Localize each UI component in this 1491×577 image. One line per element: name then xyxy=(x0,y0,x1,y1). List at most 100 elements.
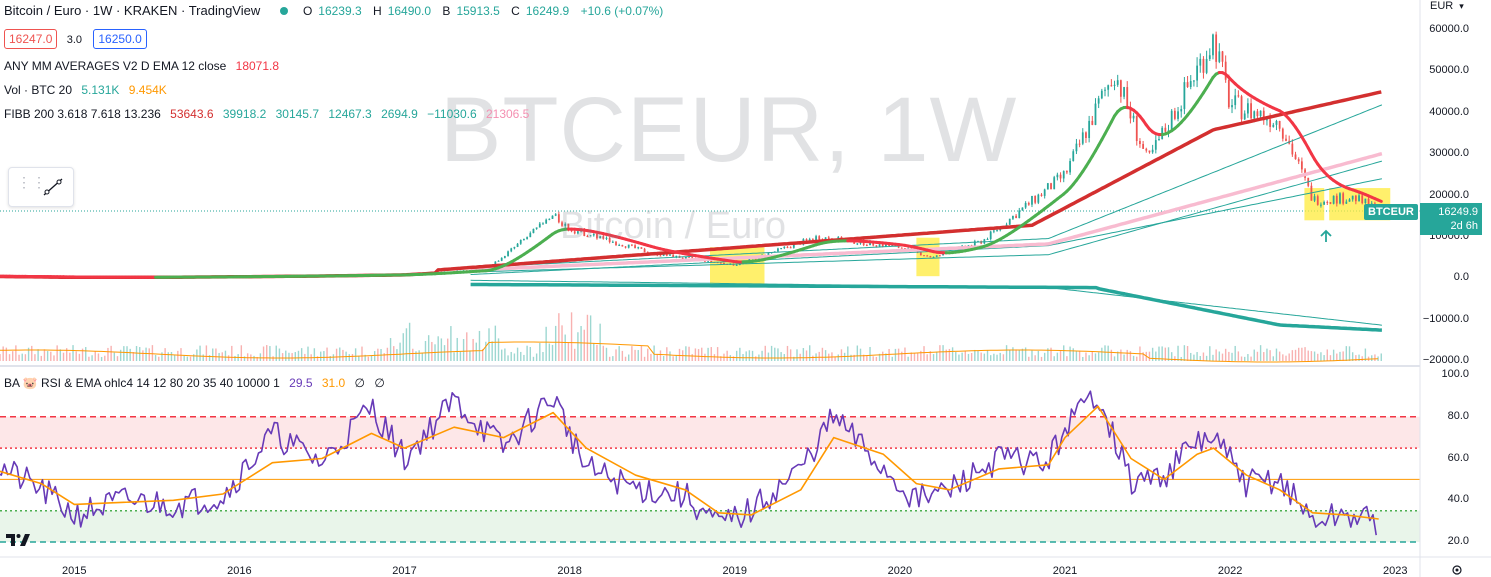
tradingview-logo-icon[interactable] xyxy=(6,532,30,548)
candle-body xyxy=(1342,193,1345,204)
rsi-legend[interactable]: BA 🐷 RSI & EMA ohlc4 14 12 80 20 35 40 1… xyxy=(4,375,391,391)
candle-body xyxy=(618,245,621,247)
volume-bar xyxy=(1050,347,1052,361)
candle-body xyxy=(1335,195,1338,204)
buy-button[interactable]: 16250.0 xyxy=(93,29,147,49)
settings-gear-icon[interactable] xyxy=(1450,563,1464,577)
volume-bar xyxy=(989,355,992,361)
volume-bar xyxy=(481,349,484,361)
drag-handle-icon[interactable]: ⋮⋮ xyxy=(17,174,47,190)
volume-bar xyxy=(1253,349,1255,361)
volume-bar xyxy=(675,355,678,361)
candle-body xyxy=(1132,115,1135,119)
volume-bar xyxy=(21,353,23,361)
candle-body xyxy=(596,233,598,239)
time-tick-label: 2018 xyxy=(557,565,582,577)
volume-bar xyxy=(885,353,887,361)
volume-bar xyxy=(936,351,938,361)
currency-selector[interactable]: EUR ▾ xyxy=(1430,0,1464,12)
candle-body xyxy=(1259,110,1262,117)
volume-bar xyxy=(466,332,468,361)
volume-bar xyxy=(1177,345,1179,361)
price-tick-label: 20000.0 xyxy=(1429,188,1469,201)
highlight-box xyxy=(1304,188,1325,221)
price-series xyxy=(0,31,1383,332)
candle-body xyxy=(932,256,935,258)
volume-bar xyxy=(564,334,566,361)
volume-bar xyxy=(497,338,500,361)
candle-body xyxy=(665,253,668,256)
volume-bar xyxy=(554,325,557,361)
candle-body xyxy=(754,258,757,260)
candle-body xyxy=(856,243,859,245)
candle-body xyxy=(1107,85,1110,90)
chart-title[interactable]: Bitcoin / Euro · 1W · KRAKEN · TradingVi… xyxy=(4,3,261,18)
volume-bar xyxy=(43,349,46,361)
volume-bar xyxy=(107,347,109,361)
candle-body xyxy=(986,238,989,240)
sell-button[interactable]: 16247.0 xyxy=(4,29,58,49)
candle-body xyxy=(1326,201,1329,203)
candle-body xyxy=(792,243,795,248)
volume-bar xyxy=(862,354,865,361)
candle-body xyxy=(716,262,719,264)
drawing-toolbar: ⋮⋮ xyxy=(8,167,74,207)
rsi-tick-label: 40.0 xyxy=(1447,493,1469,506)
ma-legend[interactable]: ANY MM AVERAGES V2 D EMA 12 close 18071.… xyxy=(4,58,285,74)
trend-line-tool-icon[interactable] xyxy=(39,173,67,201)
volume-bar xyxy=(834,356,836,361)
volume-bar xyxy=(631,346,633,361)
volume-bar xyxy=(110,345,112,361)
volume-bar xyxy=(142,350,144,361)
volume-bar xyxy=(427,335,430,361)
volume-bar xyxy=(158,356,160,361)
volume-bar xyxy=(1263,352,1265,361)
volume-bar xyxy=(1256,351,1259,361)
candle-body xyxy=(1113,84,1116,86)
volume-bar xyxy=(872,356,874,361)
volume-bar xyxy=(1218,351,1221,361)
volume-bar xyxy=(320,351,322,361)
fibb-legend[interactable]: FIBB 200 3.618 7.618 13.236 53643.6 3991… xyxy=(4,106,535,122)
vol-legend[interactable]: Vol · BTC 20 5.131K 9.454K xyxy=(4,82,173,98)
volume-bar xyxy=(126,346,128,361)
candle-body xyxy=(808,239,811,241)
candle-body xyxy=(1281,128,1284,139)
candle-body xyxy=(1104,89,1106,91)
volume-bar xyxy=(415,351,417,361)
volume-bar xyxy=(351,354,354,361)
candle-body xyxy=(707,260,709,262)
candle-body xyxy=(681,257,684,259)
time-tick-label: 2019 xyxy=(722,565,748,577)
volume-bar xyxy=(688,346,690,361)
volume-bar xyxy=(173,355,176,361)
spread-value: 3.0 xyxy=(66,34,83,46)
volume-bar xyxy=(300,348,303,361)
rsi-line xyxy=(0,390,1377,536)
volume-bar xyxy=(961,352,963,361)
volume-bar xyxy=(691,354,693,361)
volume-bar xyxy=(1148,351,1151,361)
volume-bar xyxy=(69,352,71,361)
chevron-down-icon: ▾ xyxy=(1459,1,1464,11)
volume-bar xyxy=(1085,352,1087,361)
volume-bar xyxy=(177,350,179,361)
volume-bar xyxy=(151,345,154,361)
candle-body xyxy=(1234,95,1237,106)
candle-body xyxy=(497,260,500,262)
volume-bar xyxy=(27,347,30,361)
volume-bar xyxy=(1288,353,1290,361)
volume-bar xyxy=(269,346,271,361)
volume-bar xyxy=(802,348,805,361)
volume-bar xyxy=(1101,347,1103,361)
watermark-symbol: BTCEUR, 1W xyxy=(440,79,1018,181)
volume-bar xyxy=(513,353,516,361)
volume-bar xyxy=(875,356,878,361)
volume-bar xyxy=(399,342,401,361)
volume-bar xyxy=(161,352,163,361)
volume-bar xyxy=(869,346,871,361)
volume-bar xyxy=(1199,356,1201,361)
volume-bar xyxy=(583,329,585,361)
